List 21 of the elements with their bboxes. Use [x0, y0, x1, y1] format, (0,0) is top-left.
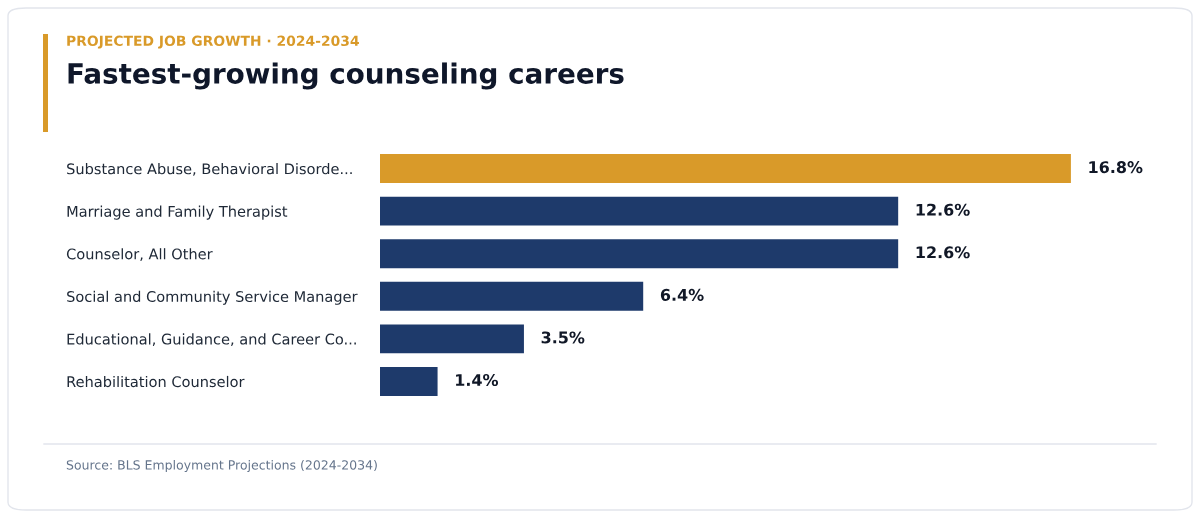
y-tick-label: Rehabilitation Counselor: [67, 375, 245, 388]
y-tick-label: Marriage and Family Therapist: [67, 205, 288, 220]
y-tick-label: Counselor, All Other: [66, 248, 213, 261]
data-label: 6.4%: [660, 288, 704, 301]
y-tick-label: Social and Community Service Manager: [67, 290, 358, 305]
data-label: 1.4%: [456, 373, 499, 387]
bar: [380, 239, 899, 269]
data-label: 16.8%: [1089, 161, 1143, 174]
chart-title: Fastest-growing counseling careers: [68, 62, 624, 90]
data-label: 12.6%: [916, 246, 970, 259]
bar: [380, 324, 524, 354]
bar: [380, 281, 644, 311]
data-label: 3.5%: [541, 331, 585, 344]
source-note: Source: BLS Employment Projections (2024-2034): [66, 459, 377, 473]
bar: [380, 196, 899, 226]
data-label: 12.6%: [916, 203, 970, 216]
bar: [380, 366, 438, 396]
text: PROJECTED JOB GROWTH · 2024-2034: [67, 35, 359, 49]
y-tick-label: Substance Abuse, Behavioral Disorde...: [67, 163, 352, 176]
bar: [380, 154, 1071, 184]
y-tick-label: Educational, Guidance, and Career Co...: [67, 333, 356, 347]
